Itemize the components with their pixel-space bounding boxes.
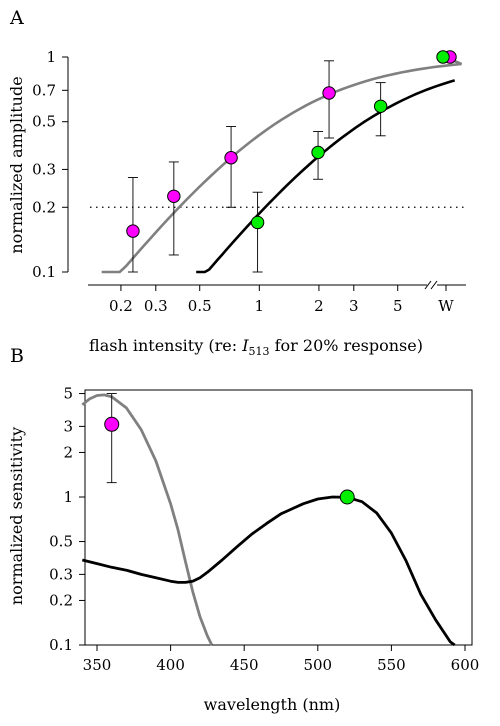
panel-a-chart: normalized amplitude flash intensity (re… — [7, 48, 466, 358]
panel-b-chart: normalized sensitivity wavelength (nm) 0… — [7, 385, 479, 714]
panel-b-x-tick-label: 550 — [377, 656, 406, 674]
panel-b-data-point — [339, 489, 355, 505]
panel-a-data-point — [167, 189, 181, 203]
panel-a-data-point — [126, 224, 140, 238]
panel-b-y-tick-label: 0.1 — [49, 636, 73, 654]
panel-a-label: A — [9, 7, 24, 29]
panel-a-x-tick-label: 1 — [255, 297, 265, 315]
panel-a-data-point — [436, 50, 450, 64]
panel-a-data-point — [373, 99, 388, 113]
panel-b-x-tick-label: 400 — [156, 656, 185, 674]
panel-a-data-point — [224, 151, 238, 165]
panel-a-x-tick-label: 0.2 — [109, 297, 133, 315]
panel-b-x-axis-title: wavelength (nm) — [204, 695, 341, 714]
panel-b-y-axis-title: normalized sensitivity — [7, 427, 26, 605]
panel-b-x-tick-label: 350 — [83, 656, 112, 674]
panel-a-data-point — [311, 145, 325, 160]
panel-a-x-axis-title-subscript: 513 — [249, 345, 270, 358]
panel-b-label: B — [10, 345, 24, 367]
panel-a-x-axis-title-italic: I — [241, 336, 249, 355]
panel-a-x-tick-label: 3 — [349, 297, 359, 315]
panel-a-y-axis-title: normalized amplitude — [7, 76, 26, 253]
panel-b-sensitivity-curve — [81, 495, 456, 647]
panel-a-y-tick-label: 0.3 — [32, 160, 56, 178]
panel-b-y-tick-label: 0.3 — [49, 565, 73, 583]
panel-a-x-axis-title-tail: for 20% response) — [270, 336, 423, 355]
panel-b-y-tick-label: 0.5 — [49, 533, 73, 551]
panel-a-fit-curve — [196, 79, 456, 274]
panel-a-axis-break-mark — [424, 280, 432, 290]
panel-a-x-tick-label: 5 — [393, 297, 403, 315]
panel-a-fit-curve — [101, 55, 463, 274]
panel-b-plot-frame — [84, 389, 473, 646]
panel-a-axis-break-mark — [430, 280, 438, 290]
panel-a-data-point — [250, 215, 265, 230]
panel-b-sensitivity-curve — [81, 393, 214, 646]
panel-a-y-tick-label: 0.1 — [32, 263, 56, 281]
panel-a-x-tick-label: 0.3 — [144, 297, 168, 315]
panel-a-y-tick-label: 0.5 — [32, 113, 56, 131]
panel-a-x-tick-label: 2 — [314, 297, 324, 315]
panel-b-data-point — [104, 416, 120, 432]
panel-a-y-tick-label: 1 — [46, 48, 56, 66]
panel-a-data-point — [322, 86, 336, 100]
panel-a-x-axis-title: flash intensity (re: I513 for 20% respon… — [89, 336, 423, 358]
panel-b-x-tick-label: 600 — [451, 656, 480, 674]
panel-a-x-break-label: W — [438, 297, 454, 315]
panel-b-y-tick-label: 2 — [63, 443, 73, 461]
panel-b-y-tick-label: 5 — [63, 385, 73, 403]
panel-a-y-tick-label: 0.7 — [32, 81, 56, 99]
panel-b-x-tick-label: 500 — [303, 656, 332, 674]
panel-b-y-tick-label: 3 — [63, 417, 73, 435]
panel-a-x-tick-label: 0.5 — [188, 297, 212, 315]
panel-b-y-tick-label: 1 — [63, 488, 73, 506]
panel-b-x-tick-label: 450 — [230, 656, 259, 674]
panel-a-x-axis-title-main: flash intensity (re: — [89, 336, 242, 355]
panel-b-y-tick-label: 0.2 — [49, 591, 73, 609]
panel-a-y-tick-label: 0.2 — [32, 198, 56, 216]
